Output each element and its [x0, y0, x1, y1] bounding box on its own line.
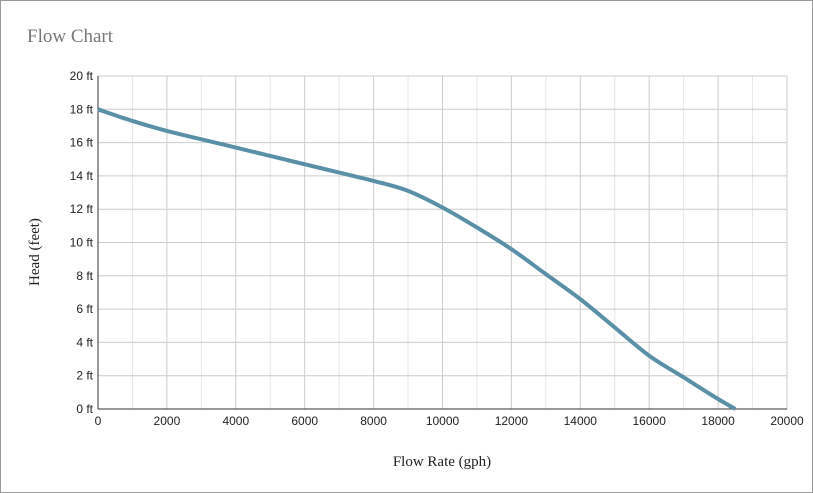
y-tick-label: 8 ft: [76, 269, 93, 283]
y-tick-label: 0 ft: [76, 402, 93, 416]
x-tick-label: 8000: [360, 414, 387, 428]
x-tick-label: 2000: [154, 414, 181, 428]
x-tick-label: 16000: [633, 414, 667, 428]
x-tick-label: 6000: [291, 414, 318, 428]
x-tick-label: 12000: [495, 414, 529, 428]
y-tick-label: 20 ft: [70, 69, 94, 83]
series-line: [97, 107, 737, 411]
x-tick-label: 4000: [222, 414, 249, 428]
y-tick-label: 6 ft: [76, 302, 93, 316]
y-axis-label: Head (feet): [27, 218, 43, 286]
chart-title: Flow Chart: [27, 26, 114, 47]
y-tick-label: 10 ft: [70, 236, 94, 250]
y-tick-label: 2 ft: [76, 369, 93, 383]
x-axis-label: Flow Rate (gph): [393, 454, 491, 470]
x-tick-label: 0: [95, 414, 102, 428]
x-tick-label: 20000: [770, 414, 804, 428]
y-tick-label: 18 ft: [70, 102, 94, 116]
y-tick-label: 14 ft: [70, 169, 94, 183]
x-tick-label: 18000: [701, 414, 735, 428]
x-tick-label: 10000: [426, 414, 460, 428]
y-tick-label: 16 ft: [70, 136, 94, 150]
x-tick-label: 14000: [564, 414, 598, 428]
y-tick-label: 12 ft: [70, 202, 94, 216]
y-tick-label: 4 ft: [76, 335, 93, 349]
